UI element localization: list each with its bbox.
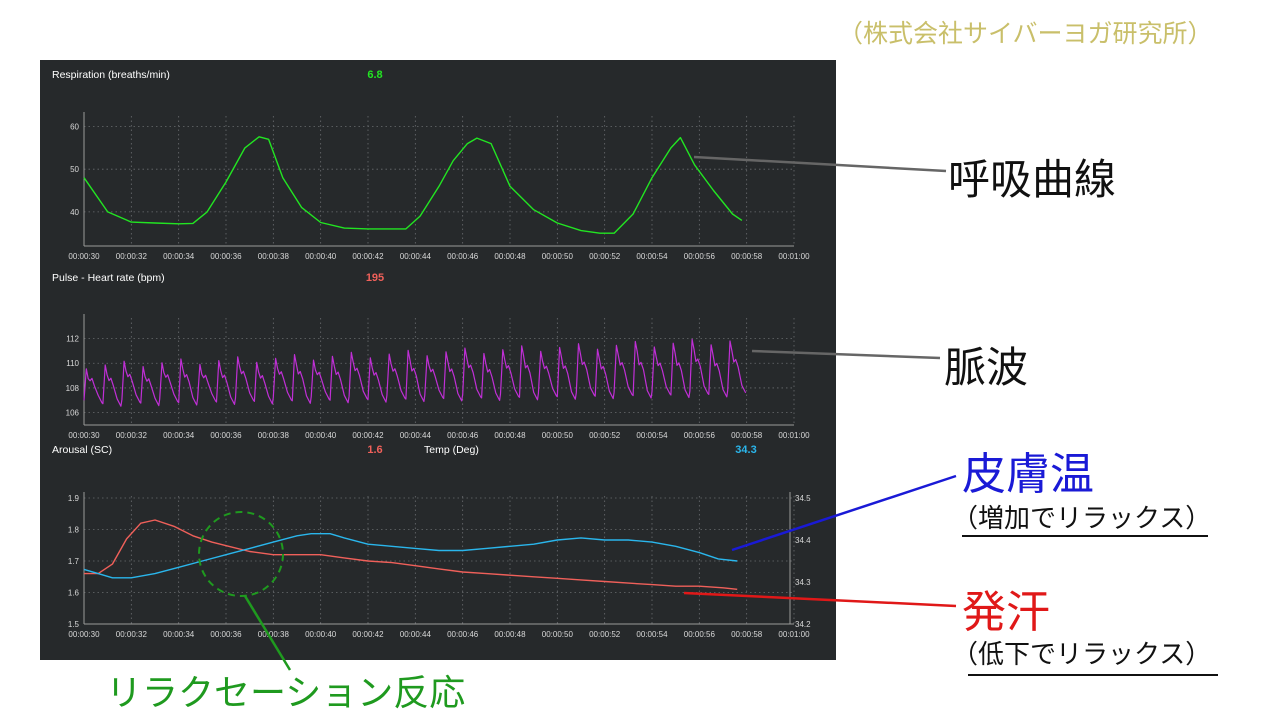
y-tick-label: 1.8: [68, 526, 80, 535]
x-tick-label: 00:00:58: [731, 431, 763, 440]
x-tick-label: 00:00:48: [494, 252, 526, 261]
x-tick-label: 00:00:54: [636, 630, 668, 639]
chart-current-value: 6.8: [367, 69, 382, 81]
chart-current-value: 1.6: [367, 444, 382, 456]
x-tick-label: 00:00:44: [400, 630, 432, 639]
y-tick-label: 110: [66, 359, 79, 368]
respiration-leader-line: [693, 155, 947, 173]
x-tick-label: 00:00:32: [116, 630, 148, 639]
y-tick-label: 1.7: [68, 557, 80, 566]
respiration-annotation: 呼吸曲線: [948, 155, 1117, 204]
series-line: [84, 519, 738, 590]
x-tick-label: 00:00:46: [447, 630, 479, 639]
x-tick-label: 00:00:40: [305, 252, 337, 261]
x-tick-label: 00:00:30: [68, 630, 100, 639]
x-tick-label: 00:00:46: [447, 252, 479, 261]
skin-temp-underline: [962, 535, 1208, 537]
x-tick-label: 00:00:38: [258, 630, 290, 639]
y2-tick-label: 34.3: [795, 578, 811, 587]
y-tick-label: 106: [66, 409, 80, 418]
chart-title: Respiration (breaths/min): [52, 69, 170, 81]
x-tick-label: 00:00:44: [400, 431, 432, 440]
x-tick-label: 00:00:48: [494, 431, 526, 440]
skin-temp-annotation: 皮膚温: [962, 449, 1094, 500]
x-tick-label: 00:00:40: [305, 630, 337, 639]
chart-2: Pulse - Heart rate (bpm) 195 00:00:30 00:00…: [52, 272, 810, 440]
x-tick-label: 00:00:56: [684, 252, 716, 261]
x-tick-label: 00:00:42: [352, 630, 384, 639]
y2-tick-label: 34.2: [795, 620, 811, 629]
x-tick-label: 00:01:00: [778, 630, 810, 639]
x-tick-label: 00:00:50: [542, 431, 574, 440]
x-tick-label: 00:00:38: [258, 252, 290, 261]
sweat-note: （低下でリラックス）: [952, 640, 1212, 670]
x-tick-label: 00:00:42: [352, 431, 384, 440]
y-tick-label: 108: [66, 384, 80, 393]
skin-temp-leader-line: [731, 474, 957, 552]
sweat-leader-line: [683, 591, 957, 608]
x-tick-label: 00:00:40: [305, 431, 337, 440]
x-tick-label: 00:01:00: [778, 431, 810, 440]
x-tick-label: 00:00:36: [210, 630, 242, 639]
skin-temp-note: （増加でリラックス）: [952, 504, 1212, 534]
x-tick-label: 00:00:44: [400, 252, 432, 261]
pulse-leader-line: [751, 349, 941, 360]
x-tick-label: 00:00:50: [542, 252, 574, 261]
relaxation-circle: [198, 511, 284, 597]
x-tick-label: 00:00:32: [116, 431, 148, 440]
x-tick-label: 00:00:58: [731, 252, 763, 261]
x-tick-label: 00:00:54: [636, 252, 668, 261]
x-tick-label: 00:00:30: [68, 431, 100, 440]
x-tick-label: 00:00:50: [542, 630, 574, 639]
x-tick-label: 00:00:52: [589, 630, 621, 639]
x-tick-label: 00:00:42: [352, 252, 384, 261]
secondary-current-value: 34.3: [735, 444, 756, 456]
chart-title: Arousal (SC): [52, 444, 112, 456]
y-tick-label: 1.5: [68, 620, 80, 629]
y2-tick-label: 34.5: [795, 494, 811, 503]
y2-tick-label: 34.4: [795, 536, 811, 545]
x-tick-label: 00:01:00: [778, 252, 810, 261]
x-tick-label: 00:00:36: [210, 252, 242, 261]
x-tick-label: 00:00:36: [210, 431, 242, 440]
sweat-underline: [968, 674, 1218, 676]
x-tick-label: 00:00:38: [258, 431, 290, 440]
x-tick-label: 00:00:46: [447, 431, 479, 440]
x-tick-label: 00:00:34: [163, 630, 195, 639]
relaxation-leader-line: [243, 595, 292, 671]
y-tick-label: 112: [66, 335, 79, 344]
pulse-annotation: 脈波: [944, 343, 1029, 392]
series-line: [83, 533, 738, 579]
x-tick-label: 00:00:30: [68, 252, 100, 261]
chart-title: Pulse - Heart rate (bpm): [52, 272, 165, 284]
sweat-annotation: 発汗: [962, 587, 1050, 638]
credit-label: （株式会社サイバーヨガ研究所）: [838, 19, 1213, 48]
x-tick-label: 00:00:56: [684, 431, 716, 440]
charts-layer: Respiration (breaths/min) 6.8 00:00:30 00:0…: [52, 69, 811, 639]
x-tick-label: 00:00:58: [731, 630, 763, 639]
chart-current-value: 195: [366, 272, 384, 284]
y-tick-label: 1.6: [68, 589, 80, 598]
x-tick-label: 00:00:34: [163, 252, 195, 261]
chart-3: Arousal (SC) 1.6 Temp (Deg) 34.3 00:00:30 00:…: [52, 444, 811, 639]
monitor-panel: [40, 60, 836, 660]
y-tick-label: 1.9: [68, 494, 80, 503]
x-tick-label: 00:00:34: [163, 431, 195, 440]
x-tick-label: 00:00:48: [494, 630, 526, 639]
x-tick-label: 00:00:52: [589, 252, 621, 261]
x-tick-label: 00:00:56: [684, 630, 716, 639]
x-tick-label: 00:00:32: [116, 252, 148, 261]
secondary-title: Temp (Deg): [424, 444, 479, 456]
series-line: [83, 136, 743, 234]
y-tick-label: 60: [70, 123, 79, 132]
annotation-lines: [198, 155, 957, 671]
y-tick-label: 50: [70, 165, 79, 174]
chart-1: Respiration (breaths/min) 6.8 00:00:30 00:0…: [52, 69, 810, 261]
y-tick-label: 40: [70, 208, 79, 217]
pulse-waveform: [83, 338, 747, 407]
relaxation-annotation: リラクセーション反応: [106, 673, 466, 714]
x-tick-label: 00:00:52: [589, 431, 621, 440]
x-tick-label: 00:00:54: [636, 431, 668, 440]
